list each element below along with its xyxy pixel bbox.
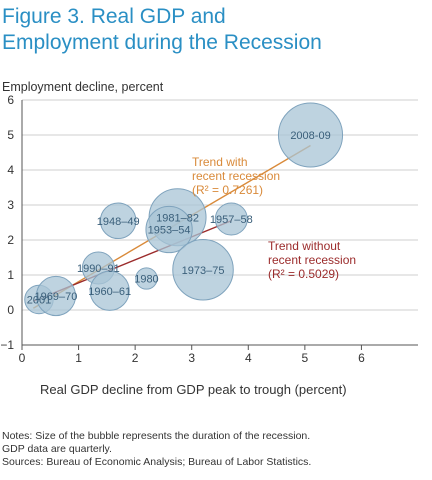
- x-tick-label: 5: [302, 351, 309, 365]
- y-tick-label: 2: [7, 233, 14, 247]
- x-tick-label: 4: [245, 351, 252, 365]
- bubble-label: 1953–54: [148, 225, 191, 237]
- axes: −1 0 1 2 3 4 5 6 0 1 2 3 4 5 6: [0, 93, 418, 365]
- bubble-label: 2001: [27, 295, 51, 307]
- bubble-label: 2008-09: [290, 130, 330, 142]
- annotation-line: (R² = 0.5029): [268, 267, 339, 281]
- note-line-1: Notes: Size of the bubble represents the…: [2, 430, 311, 442]
- note-line-2: GDP data are quarterly.: [2, 443, 112, 455]
- y-tick-label: 4: [7, 163, 14, 177]
- annotation-line: Trend without: [268, 239, 341, 253]
- notes: Notes: Size of the bubble represents the…: [2, 430, 311, 469]
- annotation-line: (R² = 0.7261): [192, 183, 263, 197]
- y-tick-label: 5: [7, 128, 14, 142]
- chart-title: Figure 3. Real GDP and Employment during…: [2, 4, 430, 56]
- title-line-2: Employment during the Recession: [2, 31, 322, 54]
- x-tick-label: 3: [188, 351, 195, 365]
- bubble-1957–58: [214, 202, 248, 236]
- bubble-label: 1990–91: [77, 263, 120, 275]
- y-tick-label: −1: [0, 338, 14, 352]
- y-tick-label: 3: [7, 198, 14, 212]
- x-tick-label: 6: [358, 351, 365, 365]
- bubble-label: 1973–75: [182, 265, 225, 277]
- x-axis-label: Real GDP decline from GDP peak to trough…: [40, 382, 347, 397]
- y-tick-label: 1: [7, 268, 14, 282]
- bubble-1969–70: [35, 275, 77, 317]
- y-tick-label: 0: [7, 303, 14, 317]
- bubbles: [24, 102, 344, 317]
- bubble-2008-09: [277, 102, 344, 168]
- x-tick-label: 2: [132, 351, 139, 365]
- annotation-line: Trend with: [192, 155, 248, 169]
- bubble-1948–49: [99, 202, 137, 240]
- x-tick-label: 1: [75, 351, 82, 365]
- bubble-1973–75: [172, 238, 234, 301]
- annotation-line: recent recession: [268, 253, 356, 267]
- bubble-1953–54: [145, 205, 193, 254]
- y-tick-label: 6: [7, 93, 14, 107]
- x-tick-label: 0: [19, 351, 26, 365]
- bubble-label: 1980: [134, 274, 158, 286]
- bubble-label: 1957–58: [210, 214, 253, 226]
- bubble-1960–61: [89, 270, 130, 311]
- bubble-label: 1960–61: [88, 286, 131, 298]
- bubble-1980: [135, 267, 158, 290]
- note-line-3: Sources: Bureau of Economic Analysis; Bu…: [2, 456, 312, 468]
- title-line-1: Figure 3. Real GDP and: [2, 5, 226, 28]
- bubble-label: 1948–49: [97, 216, 140, 228]
- bubble-label: 1969–70: [35, 291, 78, 303]
- bubble-label: 1981–82: [156, 212, 199, 224]
- y-axis-label: Employment decline, percent: [2, 80, 164, 94]
- annotation-line: recent recession: [192, 169, 280, 183]
